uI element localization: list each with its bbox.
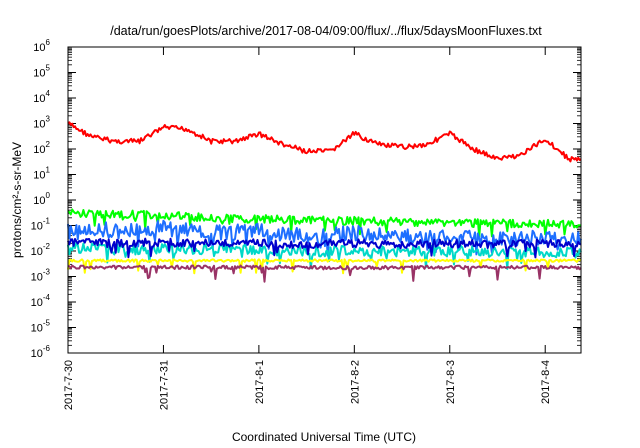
y-tick-label: 103 — [33, 115, 50, 131]
x-tick-label: 2017-7-30 — [63, 360, 75, 410]
y-tick-label: 105 — [33, 64, 50, 80]
x-axis-ticks: 2017-7-30 2017-7-31 2017-8-1 2017-8-2 2017-8… — [63, 47, 552, 410]
y-tick-label: 10-1 — [31, 217, 51, 233]
y-tick-exponent: 5 — [46, 64, 51, 73]
y-tick-exponent: -2 — [43, 242, 51, 251]
y-tick-exponent: 0 — [46, 191, 51, 200]
y-tick-label: 102 — [33, 140, 50, 156]
y-tick-exponent: 3 — [46, 115, 51, 124]
y-tick-label: 10-3 — [31, 268, 51, 284]
plot-frame — [67, 46, 582, 354]
series-line — [67, 264, 582, 283]
y-tick-exponent: -4 — [43, 293, 51, 302]
y-tick-exponent: -6 — [43, 344, 51, 353]
y-tick-exponent: -3 — [43, 268, 51, 277]
y-tick-label: 106 — [33, 38, 50, 54]
y-axis-ticks: 10-610-510-410-310-210-11001011021031041… — [31, 38, 581, 360]
y-tick-exponent: 2 — [46, 140, 51, 149]
series-line — [67, 219, 582, 257]
y-tick-label: 10-2 — [31, 242, 51, 258]
y-axis-label: protons/cm²-s-sr-MeV — [10, 142, 24, 258]
series-line — [67, 208, 582, 238]
y-tick-label: 100 — [33, 191, 50, 207]
x-tick-label: 2017-8-4 — [540, 360, 552, 404]
x-tick-label: 2017-7-31 — [158, 360, 170, 410]
y-tick-label: 101 — [33, 166, 50, 182]
y-tick-exponent: 6 — [46, 38, 51, 47]
y-tick-label: 104 — [33, 89, 50, 105]
x-axis-label: Coordinated Universal Time (UTC) — [232, 430, 416, 444]
y-tick-exponent: 4 — [46, 89, 51, 98]
series-line — [67, 237, 582, 259]
chart-title: /data/run/goesPlots/archive/2017-08-04/0… — [110, 24, 542, 38]
y-tick-label: 10-6 — [31, 344, 51, 360]
y-tick-exponent: -5 — [43, 319, 51, 328]
series-line — [67, 121, 582, 163]
series-layer — [67, 121, 582, 283]
y-tick-label: 10-5 — [31, 319, 51, 335]
series-line — [67, 258, 582, 275]
x-tick-label: 2017-8-3 — [445, 360, 457, 404]
y-tick-label: 10-4 — [31, 293, 51, 309]
x-tick-label: 2017-8-2 — [349, 360, 361, 404]
y-tick-exponent: -1 — [43, 217, 51, 226]
x-tick-label: 2017-8-1 — [254, 360, 266, 404]
y-tick-exponent: 1 — [46, 166, 51, 175]
